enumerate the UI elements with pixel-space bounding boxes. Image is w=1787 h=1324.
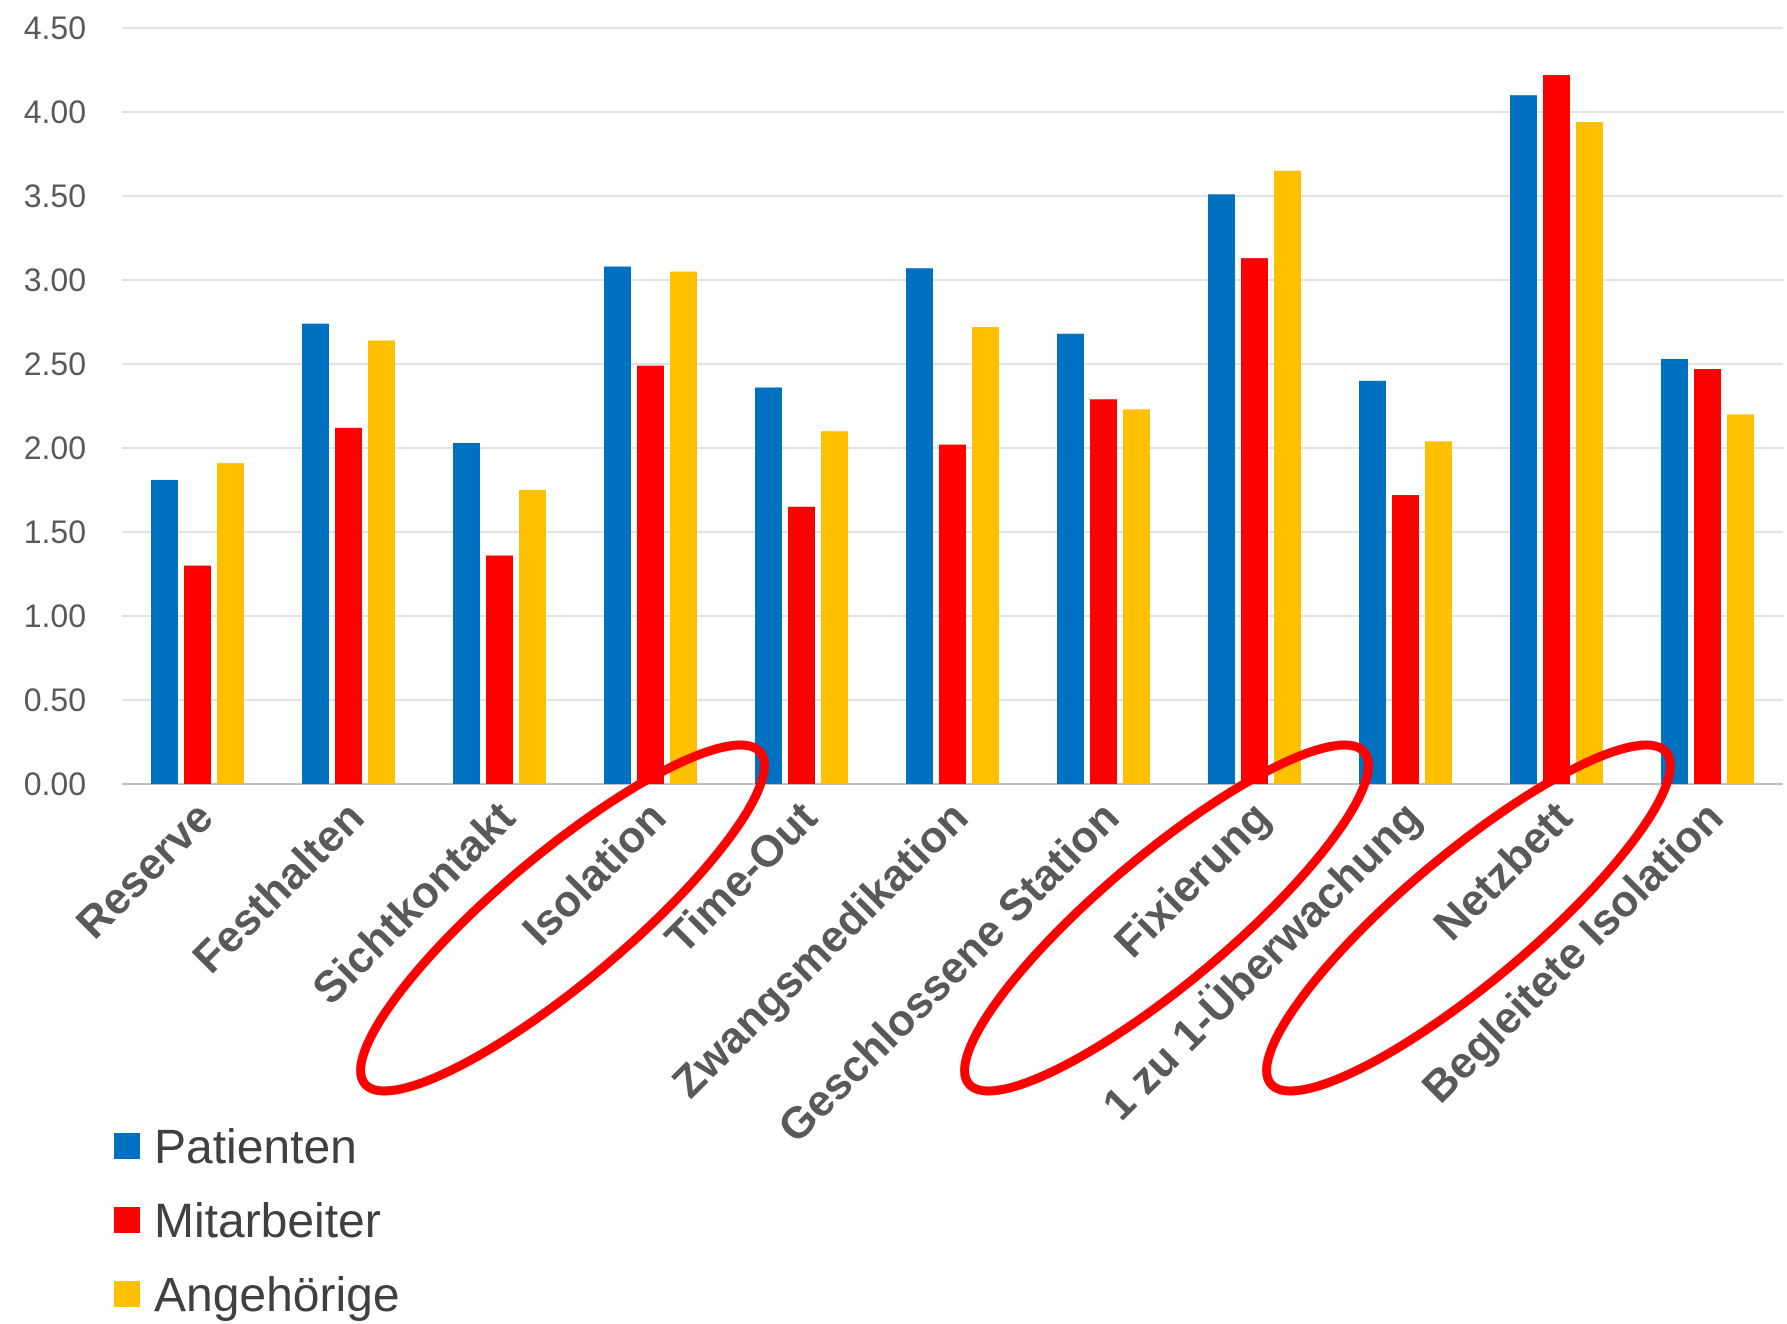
bars <box>151 75 1754 785</box>
legend-label: Angehörige <box>154 1269 400 1322</box>
bar-patienten <box>1510 95 1537 784</box>
bar-angehörige <box>1274 170 1301 785</box>
bar-angehörige <box>1576 122 1603 784</box>
y-tick-label: 4.00 <box>24 94 86 130</box>
bar-mitarbeiter <box>1694 369 1721 784</box>
legend-label: Mitarbeiter <box>154 1195 381 1248</box>
bar-angehörige <box>519 490 546 784</box>
bar-patienten <box>604 266 631 784</box>
x-axis-ticks: ReserveFesthaltenSichtkontaktIsolationTi… <box>67 792 1733 1152</box>
bar-patienten <box>1057 333 1084 784</box>
bar-patienten <box>151 479 178 784</box>
bar-angehörige <box>1425 441 1452 784</box>
highlight-ellipse <box>356 740 769 1096</box>
bar-patienten <box>1661 358 1688 784</box>
bar-angehörige <box>368 340 395 784</box>
bar-angehörige <box>972 327 999 784</box>
bar-mitarbeiter <box>1241 258 1268 784</box>
bar-mitarbeiter <box>637 365 664 784</box>
y-tick-label: 0.50 <box>24 682 86 718</box>
bar-mitarbeiter <box>788 506 815 784</box>
x-tick-label: Reserve <box>67 792 223 948</box>
y-tick-label: 1.50 <box>24 514 86 550</box>
bar-patienten <box>1208 194 1235 784</box>
legend-label: Patienten <box>154 1121 357 1174</box>
y-tick-label: 3.00 <box>24 262 86 298</box>
bar-mitarbeiter <box>1392 495 1419 784</box>
y-tick-label: 4.50 <box>24 10 86 46</box>
legend-swatch <box>114 1281 140 1307</box>
bar-mitarbeiter <box>335 427 362 784</box>
highlight-marks <box>356 740 1675 1096</box>
bar-mitarbeiter <box>486 555 513 784</box>
bar-angehörige <box>217 463 244 784</box>
bar-angehörige <box>821 431 848 784</box>
y-tick-label: 2.50 <box>24 346 86 382</box>
highlight-ellipse <box>1262 740 1675 1096</box>
bar-patienten <box>453 442 480 784</box>
bar-patienten <box>302 323 329 784</box>
highlight-ellipse <box>960 740 1373 1096</box>
bar-angehörige <box>1123 409 1150 784</box>
x-tick-label: Zwangsmedikation <box>663 792 978 1107</box>
legend: Patienten Mitarbeiter Angehörige <box>114 1121 400 1322</box>
y-tick-label: 1.00 <box>24 598 86 634</box>
bar-angehörige <box>1727 414 1754 784</box>
y-tick-label: 2.00 <box>24 430 86 466</box>
legend-swatch <box>114 1207 140 1233</box>
bar-mitarbeiter <box>939 444 966 784</box>
bar-patienten <box>1359 380 1386 784</box>
bar-mitarbeiter <box>1090 399 1117 784</box>
y-axis-ticks: 0.00 0.50 1.00 1.50 2.00 2.50 3.00 3.50 4.00 4.50 <box>24 10 86 802</box>
y-tick-label: 3.50 <box>24 178 86 214</box>
bar-angehörige <box>670 271 697 785</box>
y-tick-label: 0.00 <box>24 766 86 802</box>
bar-mitarbeiter <box>184 565 211 784</box>
bar-mitarbeiter <box>1543 75 1570 785</box>
bar-patienten <box>755 387 782 784</box>
bar-patienten <box>906 268 933 784</box>
legend-swatch <box>114 1133 140 1159</box>
